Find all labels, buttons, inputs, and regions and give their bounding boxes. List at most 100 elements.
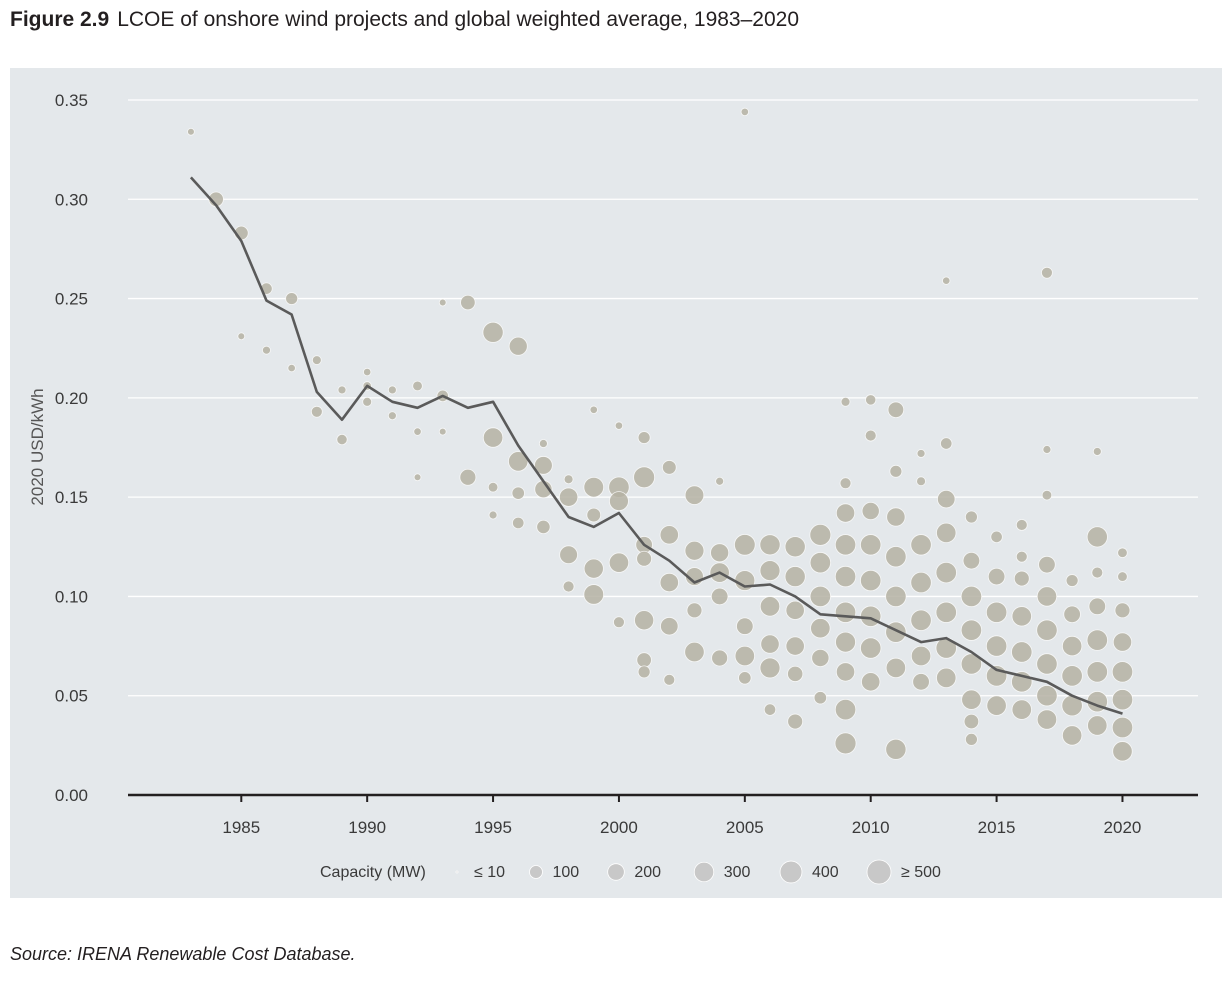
y-axis-label: 2020 USD/kWh [28,388,47,505]
project-bubble [362,396,373,407]
project-bubble [960,619,983,641]
legend-entry-label: 300 [724,864,751,881]
project-bubble [809,523,832,546]
project-bubble [1086,661,1108,683]
project-bubbles [187,107,1134,762]
project-bubble [935,561,957,584]
project-bubble [508,336,528,356]
y-tick-label: 0.15 [55,488,88,507]
project-bubble [237,332,246,341]
project-bubble [310,405,323,418]
project-bubble [634,610,655,631]
project-bubble [910,645,932,667]
project-bubble [1117,547,1128,558]
project-bubble [885,738,907,760]
project-bubble [413,473,422,482]
project-bubble [1015,550,1028,563]
project-bubble [1065,574,1079,587]
project-bubble [861,672,881,692]
project-bubble [785,636,805,656]
project-bubble [760,634,780,654]
project-bubble [1114,602,1131,619]
project-bubble [937,489,956,509]
project-bubble [865,394,877,406]
project-bubble [734,534,756,556]
y-tick-label: 0.25 [55,290,88,309]
legend-marker [693,861,715,883]
project-bubble [686,602,703,619]
legend-marker [779,860,803,884]
project-bubble [534,456,553,475]
project-bubble [1061,635,1083,657]
project-bubble [860,605,882,627]
project-bubble [609,491,629,511]
project-bubble [1092,447,1102,456]
project-bubble [834,565,857,588]
project-bubble [965,733,978,746]
project-bubble [886,507,906,527]
project-bubble [1041,266,1053,279]
project-bubble [960,653,983,675]
project-bubble [1087,715,1108,736]
project-bubble [684,641,705,663]
project-bubble [1086,526,1108,548]
y-tick-label: 0.20 [55,389,88,408]
y-tick-label: 0.00 [55,786,88,805]
project-bubble [834,534,857,556]
project-bubble [1088,597,1107,616]
project-bubble [1041,489,1053,501]
project-bubble [961,689,982,710]
project-bubble [387,411,397,421]
project-bubble [936,522,957,544]
project-bubble [860,534,882,556]
project-bubble [1015,519,1028,531]
project-bubble [1038,555,1056,574]
project-bubble [187,127,195,136]
project-bubble [1036,619,1058,641]
project-bubble [711,649,729,667]
project-bubble [839,477,852,490]
project-bubble [965,510,978,524]
figure-title: Figure 2.9 LCOE of onshore wind projects … [10,8,799,32]
project-bubble [633,466,656,489]
project-bubble [710,543,730,563]
project-bubble [287,363,296,373]
project-bubble [962,551,981,570]
project-bubble [738,671,752,685]
project-bubble [759,534,781,556]
project-bubble [1086,629,1108,651]
project-bubble [916,476,926,487]
project-bubble [558,487,579,507]
project-bubble [1036,653,1058,675]
project-bubble [736,617,754,635]
project-bubble [787,713,804,730]
project-bubble [759,657,781,679]
project-bubble [1011,699,1032,720]
project-bubble [985,635,1008,657]
project-bubble [1013,570,1030,587]
project-bubble [990,530,1003,543]
project-bubble [986,695,1007,716]
project-bubble [487,481,499,493]
project-bubble [784,536,806,558]
y-tick-label: 0.35 [55,91,88,110]
project-bubble [834,601,857,623]
project-bubble [710,587,729,606]
legend-marker [455,870,459,874]
project-bubble [337,385,347,395]
project-bubble [262,345,271,355]
project-bubble [661,460,677,475]
project-bubble [539,439,548,448]
project-bubble [663,673,676,686]
project-bubble [787,665,804,682]
axes: 0.35 0.30 0.25 0.20 0.15 0.10 0.05 0.00 1985 1990… [55,91,1198,837]
chart-panel: 0.35 0.30 0.25 0.20 0.15 0.10 0.05 0.00 1985 1990… [10,68,1222,898]
project-bubble [840,396,851,407]
legend-entry-label: 100 [552,864,579,881]
project-bubble [785,600,805,620]
project-bubble [363,367,372,377]
project-bubble [438,427,447,436]
project-bubble [482,427,504,448]
project-bubble [583,558,604,579]
project-bubble [459,468,477,486]
